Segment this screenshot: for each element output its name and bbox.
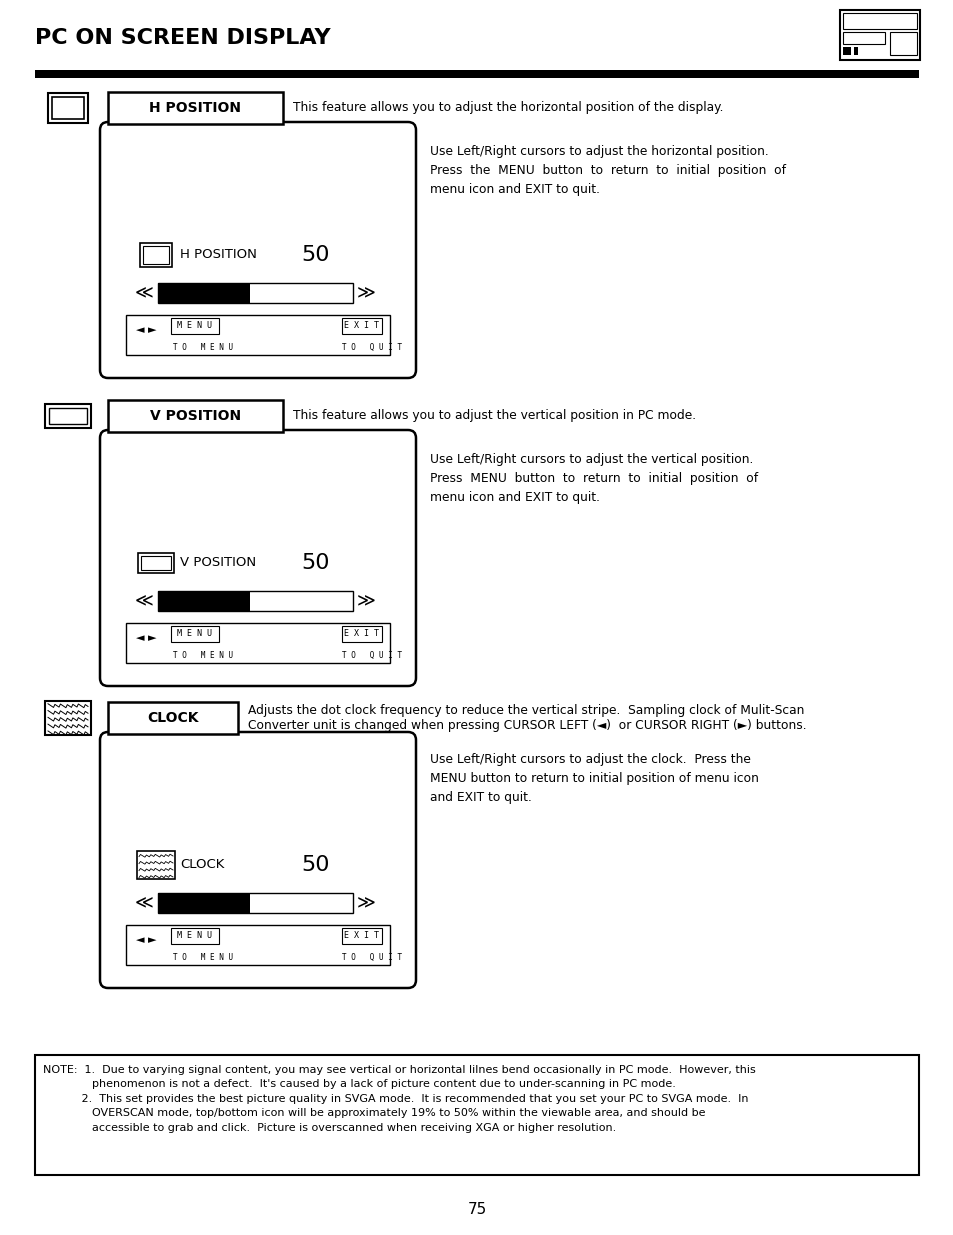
Text: M E N U: M E N U (177, 931, 213, 941)
Text: ≪: ≪ (135, 593, 153, 610)
Text: ≫: ≫ (356, 894, 375, 913)
Text: H POSITION: H POSITION (180, 248, 256, 262)
Text: Use Left/Right cursors to adjust the vertical position.
Press  MENU  button  to : Use Left/Right cursors to adjust the ver… (430, 453, 758, 504)
Bar (48, 93, 88, 124)
Bar (158, 592, 250, 611)
Bar (341, 927, 381, 944)
Bar (840, 10, 919, 61)
Text: H POSITION: H POSITION (150, 101, 241, 115)
Bar (158, 283, 250, 304)
Text: PC ON SCREEN DISPLAY: PC ON SCREEN DISPLAY (35, 28, 331, 48)
Text: Use Left/Right cursors to adjust the clock.  Press the
MENU button to return to : Use Left/Right cursors to adjust the clo… (430, 753, 758, 804)
Text: E X I T: E X I T (344, 931, 379, 941)
Bar (341, 626, 381, 642)
Text: V POSITION: V POSITION (180, 556, 255, 569)
Bar (171, 317, 219, 333)
Bar (126, 622, 390, 663)
Text: ≪: ≪ (135, 894, 153, 913)
Text: This feature allows you to adjust the vertical position in PC mode.: This feature allows you to adjust the ve… (293, 410, 696, 422)
Bar (140, 243, 172, 267)
Text: T O   M E N U: T O M E N U (172, 342, 233, 352)
Text: 50: 50 (301, 245, 329, 264)
Text: CLOCK: CLOCK (180, 858, 224, 872)
Text: V POSITION: V POSITION (150, 409, 241, 424)
Text: 75: 75 (467, 1203, 486, 1218)
Bar (842, 47, 850, 56)
Text: T O   Q U I T: T O Q U I T (341, 651, 402, 659)
Text: T O   M E N U: T O M E N U (172, 952, 233, 962)
Text: E X I T: E X I T (344, 630, 379, 638)
Text: ≫: ≫ (356, 284, 375, 303)
Bar (158, 283, 353, 304)
Text: 50: 50 (301, 855, 329, 874)
Text: T O   Q U I T: T O Q U I T (341, 342, 402, 352)
Text: ◄: ◄ (136, 634, 144, 643)
Text: ►: ► (148, 325, 156, 335)
Bar (143, 246, 169, 264)
Text: T O   Q U I T: T O Q U I T (341, 952, 402, 962)
FancyBboxPatch shape (100, 732, 416, 988)
Bar (842, 14, 916, 28)
Bar (126, 925, 390, 965)
Bar (341, 317, 381, 333)
Bar (35, 70, 918, 78)
FancyBboxPatch shape (100, 122, 416, 378)
Bar (158, 893, 353, 913)
Bar (842, 32, 884, 44)
Bar (137, 851, 174, 879)
Bar (108, 701, 237, 734)
Bar (52, 98, 84, 119)
Text: ◄: ◄ (136, 325, 144, 335)
Bar (158, 893, 250, 913)
Text: M E N U: M E N U (177, 630, 213, 638)
Text: 50: 50 (301, 553, 329, 573)
Text: T O   M E N U: T O M E N U (172, 651, 233, 659)
Bar (49, 408, 87, 424)
Bar (171, 927, 219, 944)
Bar (35, 1055, 918, 1174)
Text: ◄: ◄ (136, 935, 144, 945)
Text: ►: ► (148, 634, 156, 643)
Bar (126, 315, 390, 354)
Text: ≪: ≪ (135, 284, 153, 303)
Bar (158, 592, 353, 611)
Bar (45, 701, 91, 735)
Bar (889, 32, 916, 56)
Text: CLOCK: CLOCK (147, 711, 198, 725)
Bar (108, 91, 283, 124)
Bar (171, 626, 219, 642)
Bar (108, 400, 283, 432)
Bar (45, 404, 91, 429)
FancyBboxPatch shape (100, 430, 416, 685)
Text: This feature allows you to adjust the horizontal position of the display.: This feature allows you to adjust the ho… (293, 101, 722, 115)
Text: Use Left/Right cursors to adjust the horizontal position.
Press  the  MENU  butt: Use Left/Right cursors to adjust the hor… (430, 144, 785, 196)
Text: NOTE:  1.  Due to varying signal content, you may see vertical or horizontal lil: NOTE: 1. Due to varying signal content, … (43, 1065, 755, 1132)
Text: M E N U: M E N U (177, 321, 213, 331)
Text: Adjusts the dot clock frequency to reduce the vertical stripe.  Sampling clock o: Adjusts the dot clock frequency to reduc… (248, 704, 806, 732)
Text: ≫: ≫ (356, 593, 375, 610)
Text: ►: ► (148, 935, 156, 945)
Bar (141, 556, 171, 569)
Text: E X I T: E X I T (344, 321, 379, 331)
Bar (853, 47, 857, 56)
Bar (138, 553, 173, 573)
